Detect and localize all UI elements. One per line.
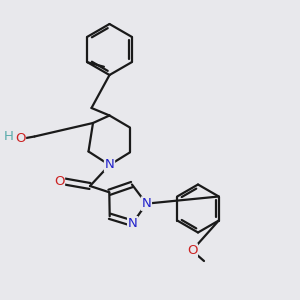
Text: N: N [105, 158, 114, 172]
Text: N: N [142, 197, 151, 210]
Text: N: N [128, 217, 137, 230]
Text: H: H [4, 130, 14, 143]
Text: O: O [54, 175, 64, 188]
Text: O: O [187, 244, 197, 257]
Text: O: O [15, 131, 25, 145]
